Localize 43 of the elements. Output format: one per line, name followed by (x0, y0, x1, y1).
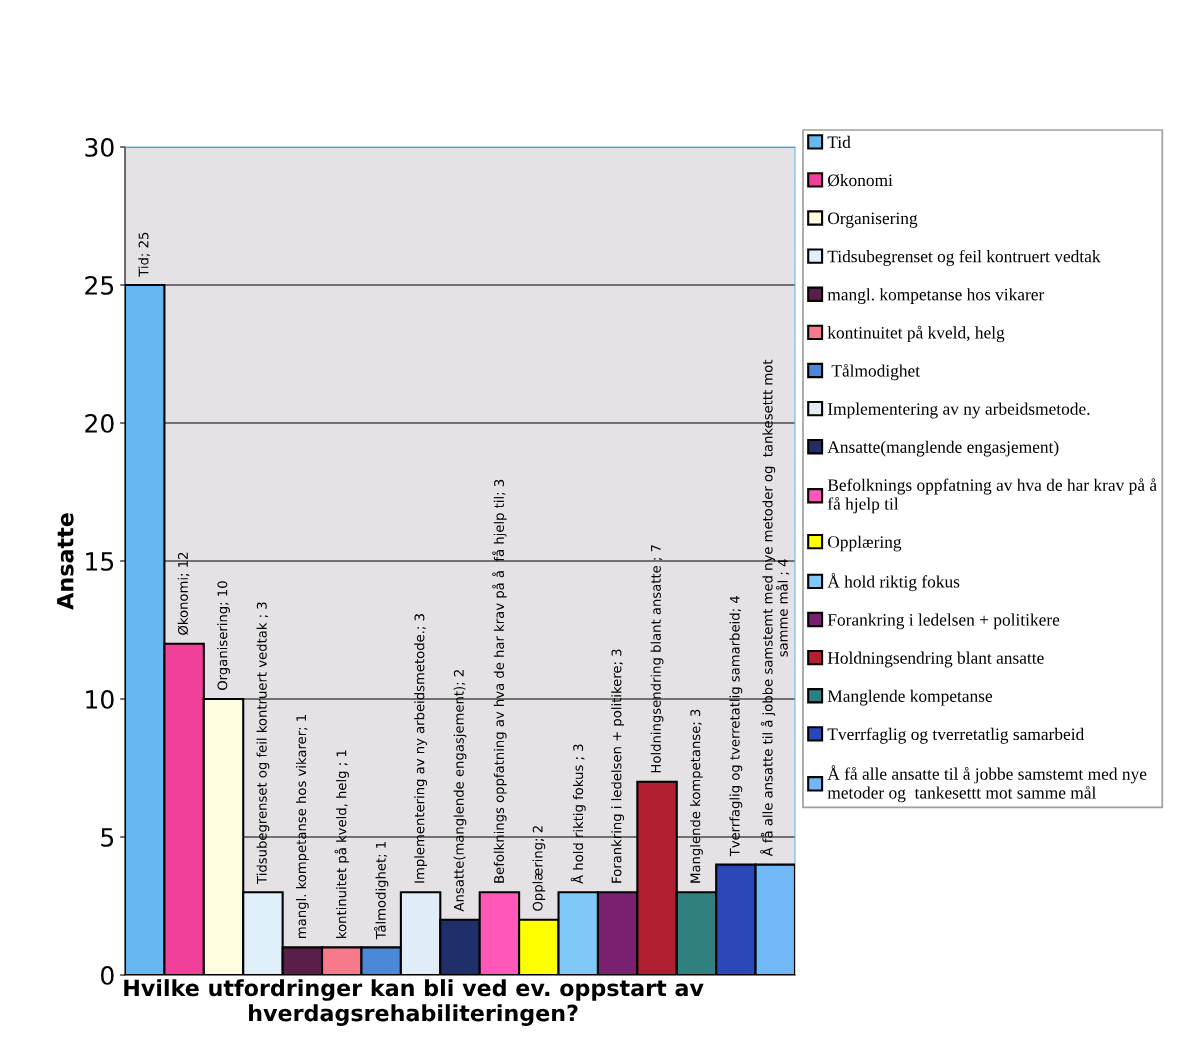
legend-label: Økonomi (828, 173, 893, 187)
legend-label: Ansatte(manglende engasjement) (827, 440, 1059, 457)
legend-label: Tid (827, 135, 851, 149)
y-tick-label: 20 (85, 413, 114, 433)
legend-label: Tverrfaglig og tverretatlig samarbeid (827, 727, 1085, 744)
data-label: Å få alle ansatte til å jobbe samstemt med nye metoder og tankesettt mot samme mål ; 4 (760, 359, 790, 857)
y-tick-label: 25 (85, 275, 114, 295)
legend-label: mangl. kompetanse hos vikarer (827, 288, 1045, 305)
legend-label: Organisering (828, 212, 918, 228)
legend-label: Tålmodighet (831, 363, 920, 381)
legend-label: kontinuitet på kveld, helg (827, 325, 1005, 343)
data-label: Økonomi; 12 (177, 552, 190, 635)
y-tick-label: 30 (85, 137, 114, 157)
legend-label: Forankring i ledelsen + politikere (827, 613, 1060, 630)
data-label: Forankring i ledelsen + politikere; 3 (611, 649, 625, 883)
data-label: Tålmodighet; 1 (374, 842, 389, 940)
data-label: Implementering av ny arbeidsmetode.; 3 (414, 614, 427, 883)
legend-label: Manglende kompetanse (827, 689, 993, 706)
legend-label: Befolknings oppfatning av hva de har krav på å få hjelp til (827, 478, 1157, 514)
y-tick-label: 5 (101, 828, 114, 847)
data-label: Tverrfaglig og tverretatlig samarbeid; 4 (729, 596, 743, 857)
data-label: Befolknings oppfatning av hva de har krav på å få hjelp til; 3 (492, 479, 507, 883)
legend-label: Implementering av ny arbeidsmetode. (827, 402, 1090, 419)
legend-label: Holdningsendring blant ansatte (827, 651, 1044, 668)
data-label: kontinuitet på kveld, helg ; 1 (334, 750, 349, 938)
y-tick-label: 10 (86, 689, 114, 709)
data-label: Holdningsendring blant ansatte ; 7 (650, 545, 664, 773)
legend-label: Tidsubegrenset og feil kontruert vedtak (827, 249, 1101, 266)
legend-label: Å hold riktig fokus (827, 573, 960, 592)
text: Hvilke utfordringer kan bli ved ev. oppstart av hverdagsrehabiliteringen? (124, 979, 704, 1026)
data-label: Manglende kompetanse; 3 (690, 709, 703, 883)
data-label: Organisering; 10 (217, 581, 230, 690)
y-axis-title: Ansatte (57, 513, 74, 610)
data-label: Tidsubegrenset og feil kontruert vedtak ; 3 (256, 602, 270, 884)
legend-label: Opplæring (828, 535, 902, 552)
data-label: mangl. kompetanse hos vikarer; 1 (295, 715, 309, 938)
y-tick-label: 15 (86, 552, 114, 571)
data-label: Ansatte(manglende engasjement); 2 (453, 670, 467, 912)
y-tick-label: 0 (101, 965, 114, 985)
data-label: Tid; 25 (138, 232, 150, 277)
data-label: Opplæring; 2 (532, 826, 546, 911)
data-label: Å hold riktig fokus ; 3 (570, 744, 586, 884)
legend-label: Å få alle ansatte til å jobbe samstemt med nye metoder og tankesettt mot samme mål (827, 765, 1147, 803)
